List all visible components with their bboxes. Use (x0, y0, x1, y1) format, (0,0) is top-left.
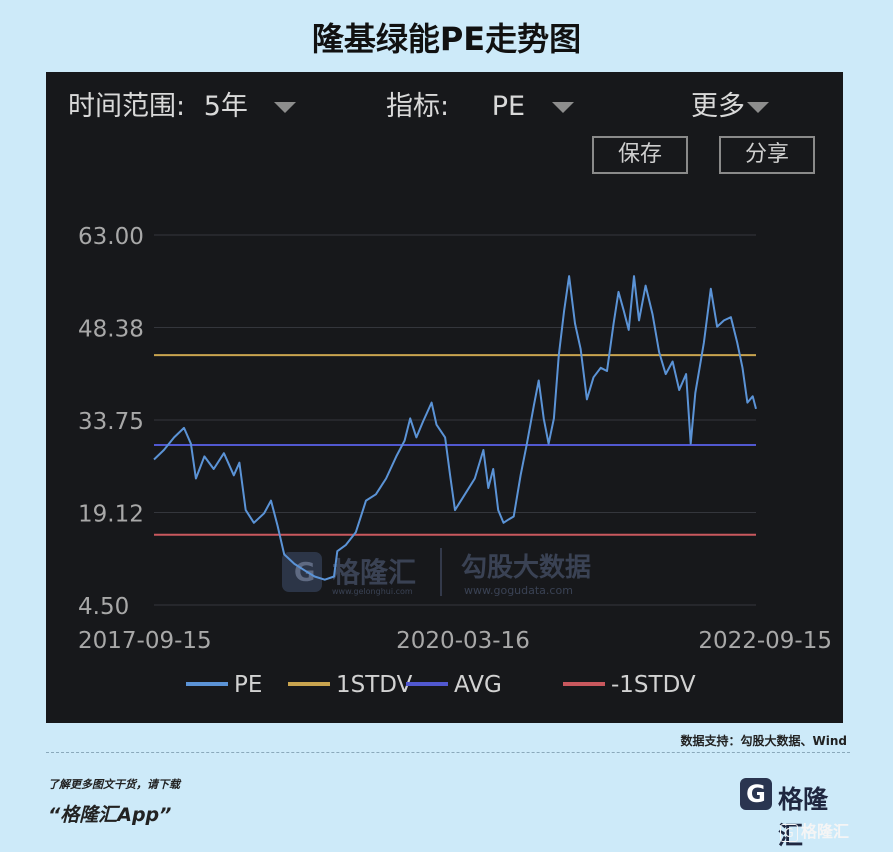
more-label: 更多 (691, 91, 745, 122)
corner-watermark-text: 格隆汇 (801, 822, 850, 841)
grid-lines (154, 234, 756, 606)
pe-series-line (153, 275, 757, 581)
indicator-label: 指标: (386, 91, 450, 122)
indicator-value: PE (491, 91, 526, 122)
logo-g-icon: G (740, 778, 772, 810)
watermark-brand: 格隆汇 (332, 556, 416, 589)
y-tick-label: 63.00 (78, 224, 144, 250)
page-title: 隆基绿能PE走势图 (311, 20, 582, 58)
chevron-down-icon (747, 102, 769, 113)
more-menu[interactable]: 更多 (691, 84, 769, 123)
y-tick-label: 4.50 (78, 594, 129, 620)
time-range-selector[interactable]: 时间范围: 5年 (68, 84, 297, 123)
x-axis-ticks: 2017-09-15 2020-03-16 2022-09-15 (78, 628, 832, 654)
legend-label: 1STDV (336, 672, 413, 698)
x-tick-label: 2017-09-15 (78, 628, 212, 654)
legend-label: -1STDV (611, 672, 696, 698)
g-logo-icon: G (780, 824, 798, 842)
indicator-selector[interactable]: 指标: PE (386, 84, 574, 123)
save-button[interactable]: 保存 (592, 136, 688, 174)
promo-line-1: 了解更多图文干货，请下载 (48, 778, 180, 791)
chart-panel: 时间范围: 5年 指标: PE 更多 保存 分享 4.50 19.12 33.75 4… (46, 72, 843, 723)
chevron-down-icon (551, 102, 574, 113)
legend-label: AVG (454, 672, 502, 698)
pe-chart: 4.50 19.12 33.75 48.38 63.00 G 格隆汇 www.gelon… (78, 224, 832, 698)
corner-watermark: G 格隆汇 (780, 818, 849, 842)
promo-line-2: “格隆汇App” (48, 804, 172, 826)
reference-lines (154, 354, 756, 536)
y-tick-label: 48.38 (78, 316, 144, 342)
x-tick-label: 2022-09-15 (698, 628, 832, 654)
share-button[interactable]: 分享 (719, 136, 815, 174)
watermark-brand-url: www.gelonghui.com (332, 587, 413, 596)
x-tick-label: 2020-03-16 (396, 628, 530, 654)
y-tick-label: 19.12 (78, 502, 144, 528)
watermark-source-brand: 勾股大数据 (461, 553, 591, 583)
y-axis-ticks: 4.50 19.12 33.75 48.38 63.00 (78, 224, 144, 620)
gelonghui-logo[interactable]: G 格隆汇 (740, 778, 852, 850)
watermark-source-url: www.gogudata.com (464, 584, 573, 597)
chart-watermark: G 格隆汇 www.gelonghui.com 勾股大数据 www.goguda… (282, 548, 591, 597)
data-source-note: 数据支持：勾股大数据、Wind (680, 734, 847, 748)
chart-legend: PE 1STDV AVG -1STDV (186, 672, 696, 698)
time-range-label: 时间范围: (68, 91, 186, 122)
time-range-value: 5年 (203, 91, 248, 122)
divider (46, 752, 850, 753)
legend-label: PE (234, 672, 262, 698)
watermark-g-glyph: G (294, 558, 315, 588)
y-tick-label: 33.75 (78, 409, 144, 435)
chevron-down-icon (274, 102, 297, 113)
logo-text: 格隆汇 (778, 785, 829, 850)
